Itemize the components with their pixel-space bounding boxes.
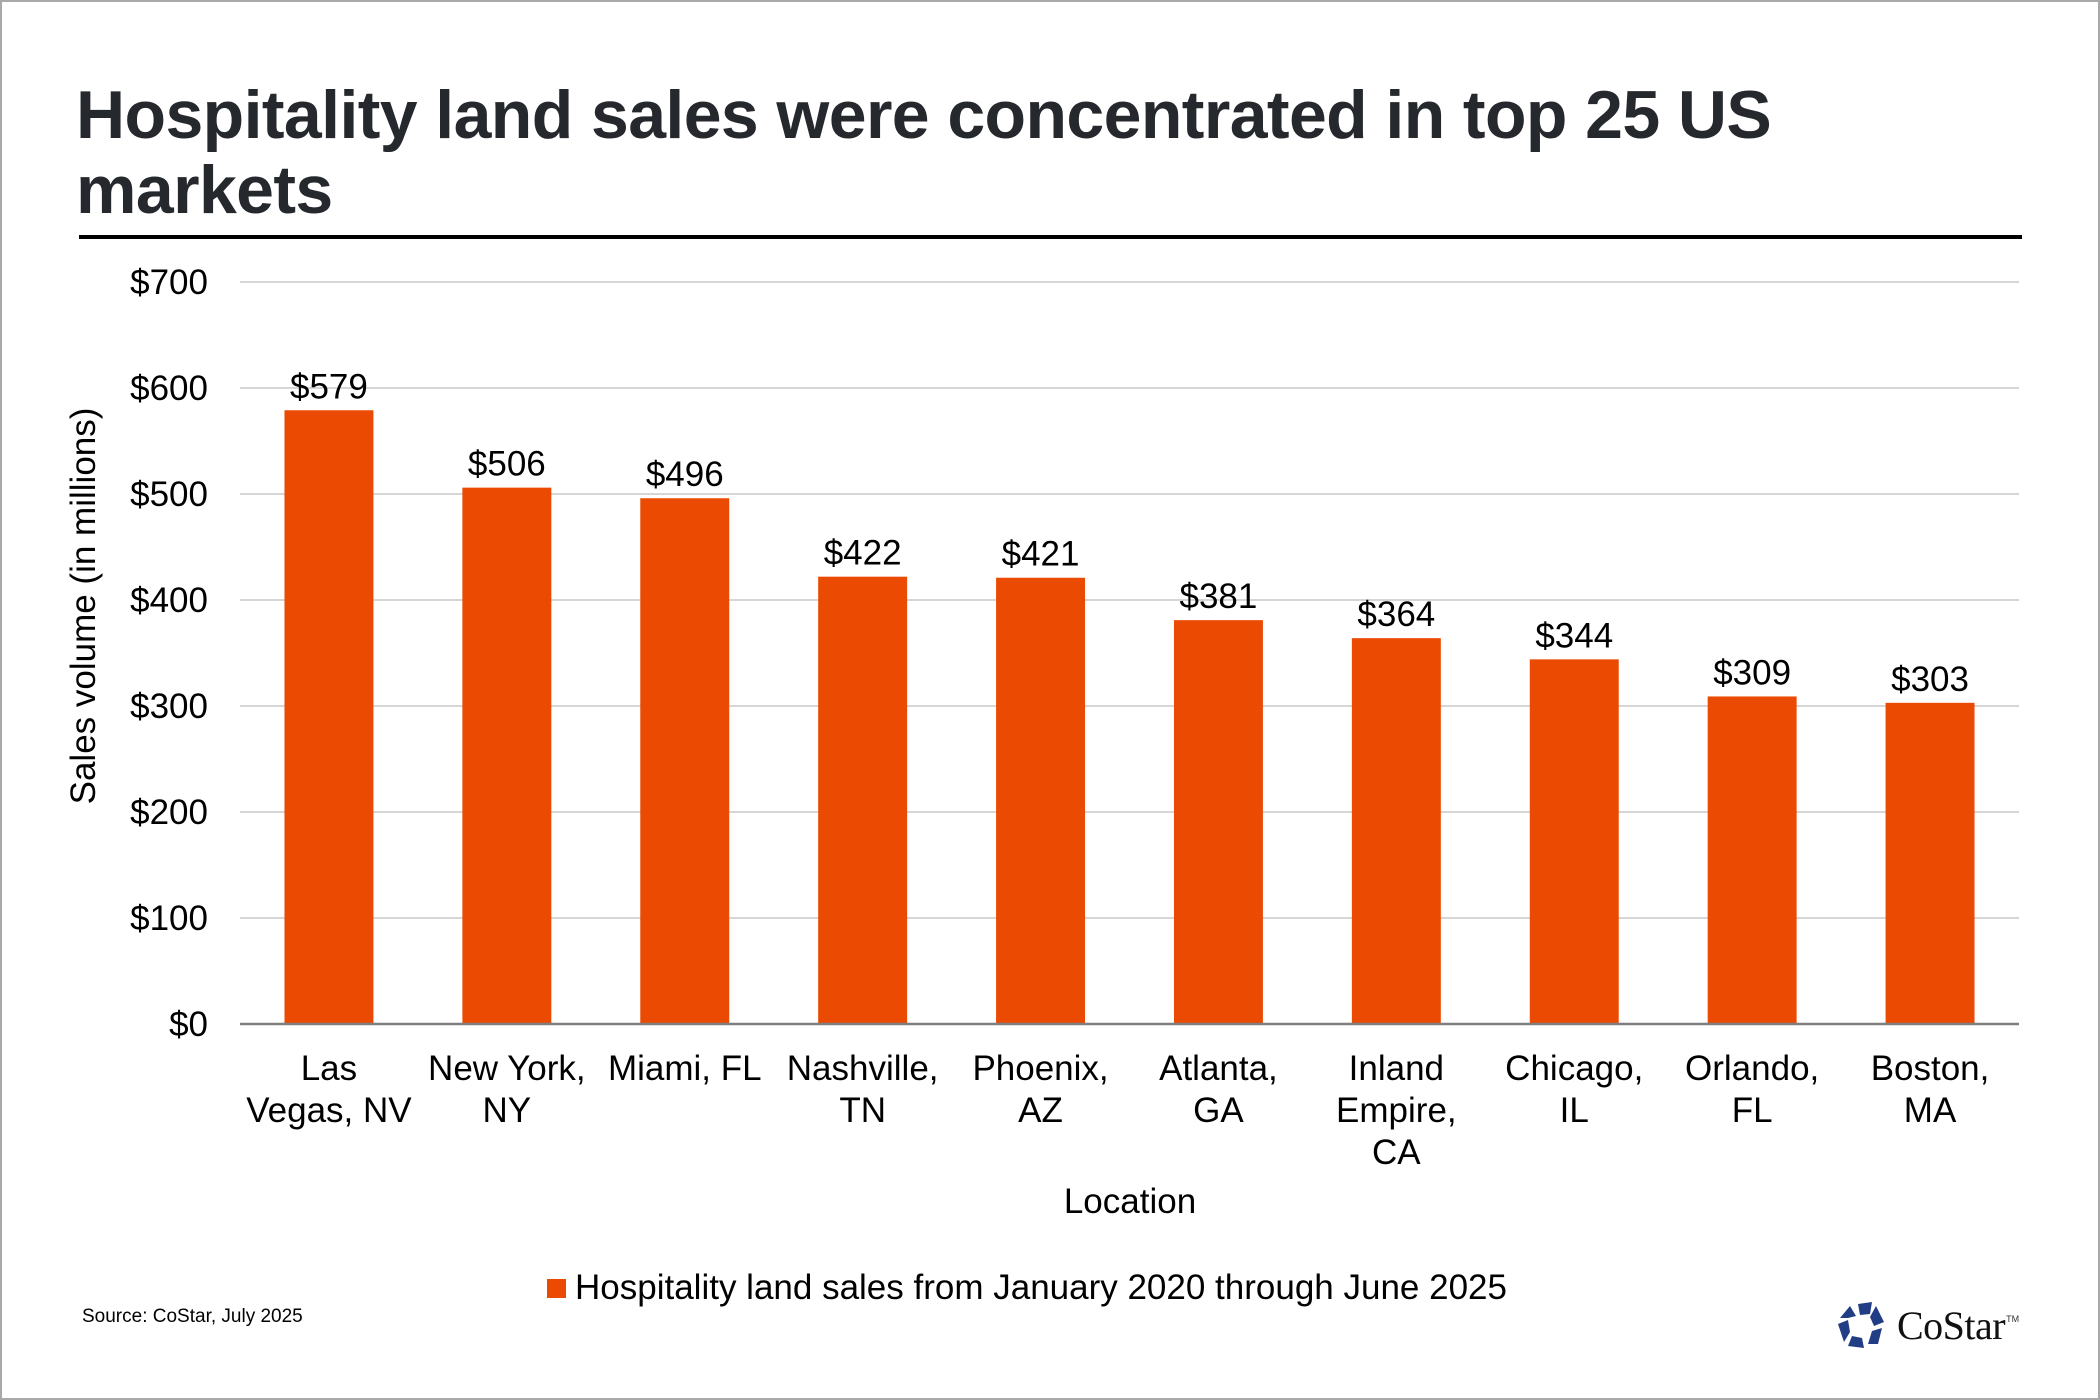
bars [284,410,1975,1024]
y-tick-label: $300 [130,687,208,726]
x-tick-label-line: Empire, [1336,1091,1457,1130]
x-tick-label: Inland Empire, CA [1336,1049,1457,1172]
x-tick-label-line: Miami, FL [608,1049,762,1088]
x-tick-label: New York, NY [428,1049,586,1130]
data-label: $506 [468,445,546,484]
data-labels: $579 $506 $496 $422 $421 $381 $364 $344 $309 $303 [290,367,1969,699]
x-tick-label: Boston, MA [1871,1049,1990,1130]
data-label: $309 [1713,653,1791,692]
bar [640,498,730,1024]
x-tick-label: Nashville, TN [787,1049,939,1130]
x-tick-label: Miami, FL [608,1049,762,1088]
data-label: $422 [824,534,902,573]
legend-swatch [547,1278,566,1298]
chart-title-line-1: Hospitality land sales were concentrated… [76,77,1772,153]
x-tick-label-line: IL [1560,1091,1589,1130]
costar-wordmark: CoStar [1897,1302,2006,1348]
y-tick-label: $0 [169,1005,208,1044]
bar [1173,620,1263,1024]
data-label: $421 [1002,535,1080,574]
bar [818,576,908,1024]
bar [1351,638,1441,1024]
data-label: $344 [1535,616,1613,655]
x-tick-label-line: New York, [428,1049,586,1088]
data-label: $579 [290,367,368,406]
x-tick-label-line: Inland [1349,1049,1444,1088]
y-tick-label: $400 [130,581,208,620]
x-tick-label-line: Chicago, [1505,1049,1643,1088]
x-tick-label-line: Phoenix, [972,1049,1108,1088]
x-tick-label-line: NY [483,1091,532,1130]
x-tick-label: Chicago, IL [1505,1049,1643,1130]
costar-logo: CoStar TM [1836,1300,2019,1350]
y-tick-label: $700 [130,263,208,302]
data-label: $364 [1357,595,1435,634]
bar [1529,659,1619,1024]
x-tick-label-line: Boston, [1871,1049,1990,1088]
y-tick-label: $600 [130,369,208,408]
y-tick-label: $100 [130,899,208,938]
costar-star-mark-icon [1838,1302,1884,1348]
x-tick-label-line: MA [1904,1091,1957,1130]
source-note: Source: CoStar, July 2025 [82,1306,303,1327]
title-divider [79,235,2022,239]
x-tick-label-line: Atlanta, [1159,1049,1278,1088]
chart-title: Hospitality land sales were concentrated… [76,78,2036,228]
x-tick-label-line: AZ [1018,1091,1063,1130]
data-label: $381 [1180,577,1258,616]
legend-label: Hospitality land sales from January 2020… [575,1268,1507,1307]
x-tick-label-line: CA [1372,1133,1421,1172]
y-axis-title: Sales volume (in millions) [64,408,103,805]
y-tick-labels: $0 $100 $200 $300 $400 $500 $600 $700 [130,263,208,1044]
chart-title-line-2: markets [76,152,333,228]
y-tick-label: $200 [130,793,208,832]
x-tick-label-line: TN [839,1091,886,1130]
data-label: $496 [646,455,724,494]
legend: Hospitality land sales from January 2020… [547,1268,1507,1308]
bar [1885,702,1975,1024]
x-tick-label-line: Nashville, [787,1049,939,1088]
x-tick-label-line: Vegas, NV [246,1091,412,1130]
x-tick-label-line: GA [1193,1091,1244,1130]
x-tick-label: Atlanta, GA [1159,1049,1278,1130]
x-tick-label: Orlando, FL [1685,1049,1819,1130]
data-label: $303 [1891,660,1969,699]
x-tick-label-line: Orlando, [1685,1049,1819,1088]
bar [1707,696,1797,1024]
bar [284,410,374,1024]
bar [996,577,1086,1024]
x-tick-label: Phoenix, AZ [972,1049,1108,1130]
x-tick-label-line: FL [1732,1091,1773,1130]
y-tick-label: $500 [130,475,208,514]
x-tick-label-line: Las [301,1049,357,1088]
trademark-symbol: TM [2006,1314,2020,1324]
x-tick-label: Las Vegas, NV [246,1049,412,1130]
bar [462,487,552,1024]
x-axis-title: Location [1064,1182,1196,1221]
